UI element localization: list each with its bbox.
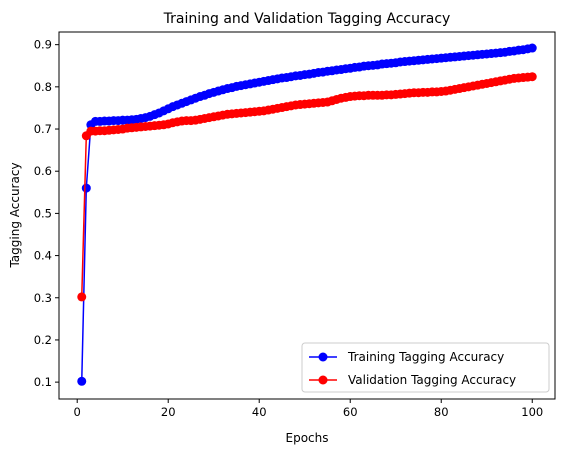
- x-tick-label: 60: [343, 405, 358, 419]
- data-point-training: [77, 376, 87, 386]
- data-point-training: [527, 43, 537, 53]
- legend-box: [301, 342, 550, 393]
- legend-marker-training: [318, 352, 328, 362]
- y-tick-label: 0.4: [34, 249, 52, 263]
- y-tick-label: 0.6: [34, 164, 52, 178]
- y-tick-label: 0.2: [34, 333, 52, 347]
- x-axis-label: Epochs: [286, 431, 329, 445]
- legend-label-validation: Validation Tagging Accuracy: [348, 373, 516, 387]
- legend-marker-validation: [318, 375, 328, 385]
- axes-frame: [58, 31, 556, 400]
- x-tick-label: 100: [521, 405, 543, 419]
- data-point-validation: [527, 72, 537, 82]
- data-point-training: [81, 183, 91, 193]
- plot-area: [77, 43, 537, 386]
- y-tick-label: 0.1: [34, 375, 52, 389]
- legend-label-training: Training Tagging Accuracy: [347, 350, 504, 364]
- y-tick-label: 0.3: [34, 291, 52, 305]
- series-line-training: [81, 47, 533, 382]
- x-tick-label: 0: [74, 405, 81, 419]
- x-tick-label: 40: [252, 405, 267, 419]
- data-point-validation: [77, 292, 87, 302]
- x-tick-label: 20: [161, 405, 176, 419]
- x-tick-label: 80: [434, 405, 449, 419]
- y-tick-label: 0.7: [34, 122, 52, 136]
- chart-title: Training and Validation Tagging Accuracy: [163, 11, 451, 27]
- y-tick-label: 0.8: [34, 80, 52, 94]
- y-axis-label: Tagging Accuracy: [8, 162, 22, 268]
- series-line-validation: [81, 75, 533, 297]
- axis-ticks: 0 20 40 60 80 100 0.1 0.2 0.3 0.4 0.5 0.6 0.7 0.8 0.9: [34, 38, 544, 419]
- y-tick-label: 0.9: [34, 38, 52, 52]
- legend: Training Tagging Accuracy Validation Tag…: [301, 342, 550, 393]
- y-tick-label: 0.5: [34, 206, 52, 220]
